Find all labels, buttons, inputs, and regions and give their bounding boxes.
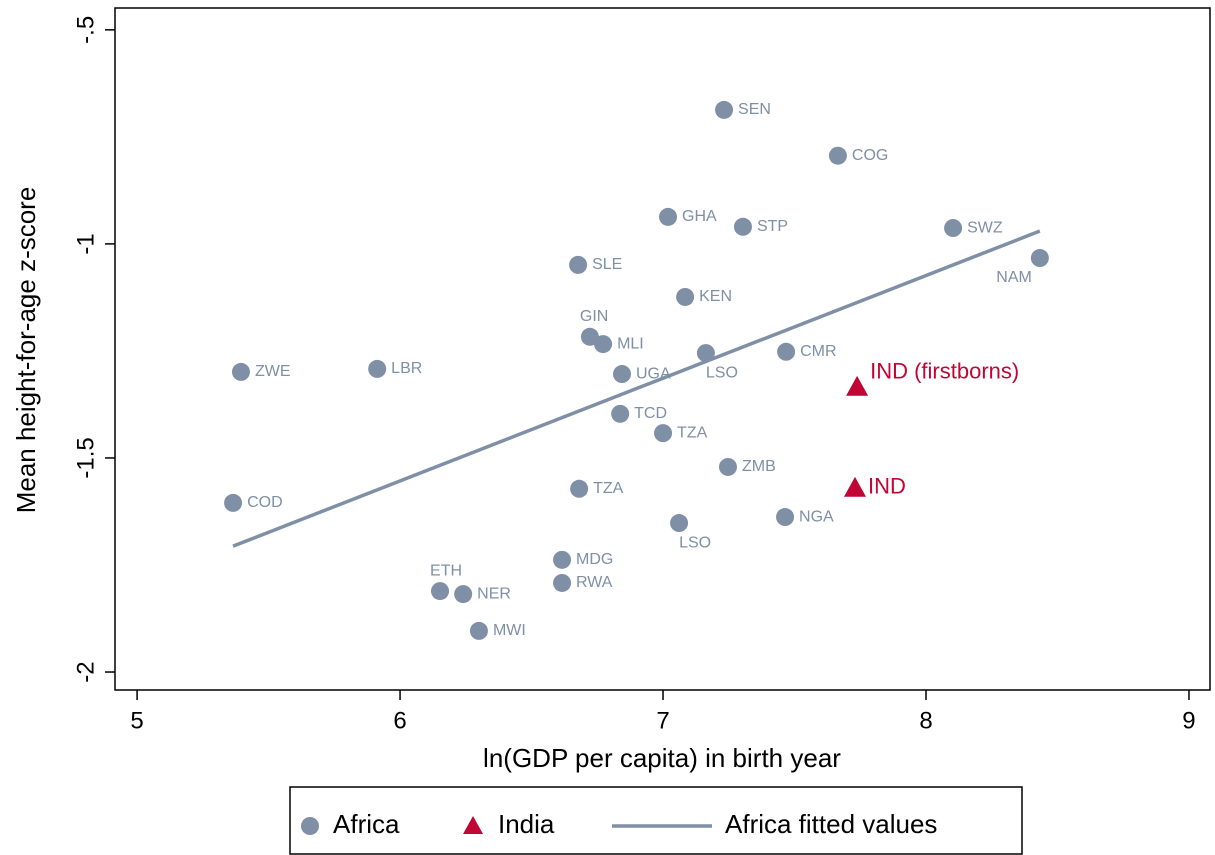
x-tick-label: 6 — [393, 707, 406, 734]
point-label: NAM — [996, 269, 1032, 286]
y-axis-title: Mean height-for-age z-score — [11, 187, 41, 514]
point — [696, 344, 715, 363]
point-label: SWZ — [967, 219, 1003, 236]
point — [776, 508, 795, 527]
point — [231, 362, 250, 381]
point — [553, 550, 572, 569]
point — [611, 404, 630, 423]
point-label: TZA — [677, 424, 708, 441]
point-label: KEN — [699, 288, 732, 305]
point — [224, 493, 243, 512]
point-label: COG — [852, 147, 888, 164]
x-axis-title: ln(GDP per capita) in birth year — [483, 743, 841, 773]
x-tick-label: 9 — [1182, 707, 1195, 734]
point-label: NGA — [799, 508, 834, 525]
point-label: TZA — [593, 480, 624, 497]
point — [469, 621, 488, 640]
point — [828, 146, 847, 165]
point-label: ZWE — [255, 363, 291, 380]
x-tick-label: 7 — [656, 707, 669, 734]
point-label: ETH — [430, 562, 462, 579]
point-label: COD — [247, 494, 283, 511]
point-label: TCD — [634, 405, 667, 422]
y-tick-label: -1 — [72, 233, 99, 254]
point-label: CMR — [800, 343, 836, 360]
fit-line — [232, 229, 1041, 548]
point — [594, 335, 613, 354]
point-label: NER — [477, 585, 511, 602]
point — [659, 207, 678, 226]
legend-label: India — [498, 809, 555, 839]
point-label: UGA — [636, 365, 671, 382]
legend-swatch — [301, 817, 319, 835]
point — [1030, 249, 1049, 268]
y-tick-label: -2 — [72, 661, 99, 682]
point-label: SEN — [738, 101, 771, 118]
point-label: IND — [868, 474, 906, 499]
y-tick-label: -1.5 — [72, 437, 99, 478]
point-label: IND (firstborns) — [870, 359, 1019, 384]
point-label: GHA — [682, 208, 717, 225]
point — [670, 514, 689, 533]
point — [715, 100, 734, 119]
y-tick-label: -.5 — [72, 16, 99, 44]
x-tick-label: 8 — [919, 707, 932, 734]
x-tick-label: 5 — [130, 707, 143, 734]
point-label: LSO — [679, 534, 711, 551]
point-label: LSO — [706, 364, 738, 381]
point-label: ZMB — [742, 458, 776, 475]
point — [843, 476, 866, 497]
point-label: RWA — [576, 574, 613, 591]
point — [569, 255, 588, 274]
point — [718, 457, 737, 476]
point — [580, 327, 599, 346]
point-label: MWI — [493, 622, 526, 639]
point — [676, 287, 695, 306]
point — [733, 217, 752, 236]
point-label: STP — [757, 218, 788, 235]
point-label: GIN — [580, 308, 608, 325]
point — [570, 479, 589, 498]
point — [777, 342, 796, 361]
point — [654, 424, 673, 443]
point — [454, 585, 473, 604]
point — [368, 359, 387, 378]
point-label: MDG — [576, 551, 613, 568]
point-label: SLE — [592, 256, 622, 273]
legend-label: Africa — [333, 809, 400, 839]
point — [944, 219, 963, 238]
legend-box — [289, 786, 1023, 855]
point — [613, 365, 632, 384]
legend-label: Africa fitted values — [725, 809, 937, 839]
point-label: LBR — [391, 360, 422, 377]
point — [846, 375, 869, 396]
point — [553, 573, 572, 592]
point — [431, 582, 450, 601]
legend-swatch — [463, 816, 483, 834]
plot-frame — [114, 7, 1211, 691]
point-label: MLI — [617, 335, 644, 352]
